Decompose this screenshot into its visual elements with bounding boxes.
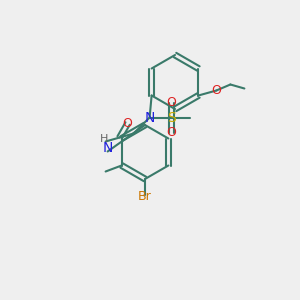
Text: Br: Br bbox=[138, 190, 152, 203]
Text: O: O bbox=[167, 96, 177, 109]
Text: N: N bbox=[102, 140, 113, 154]
Text: H: H bbox=[99, 134, 108, 145]
Text: S: S bbox=[167, 110, 176, 124]
Text: O: O bbox=[123, 117, 133, 130]
Text: N: N bbox=[144, 110, 155, 124]
Text: O: O bbox=[212, 84, 221, 97]
Text: O: O bbox=[167, 126, 177, 139]
